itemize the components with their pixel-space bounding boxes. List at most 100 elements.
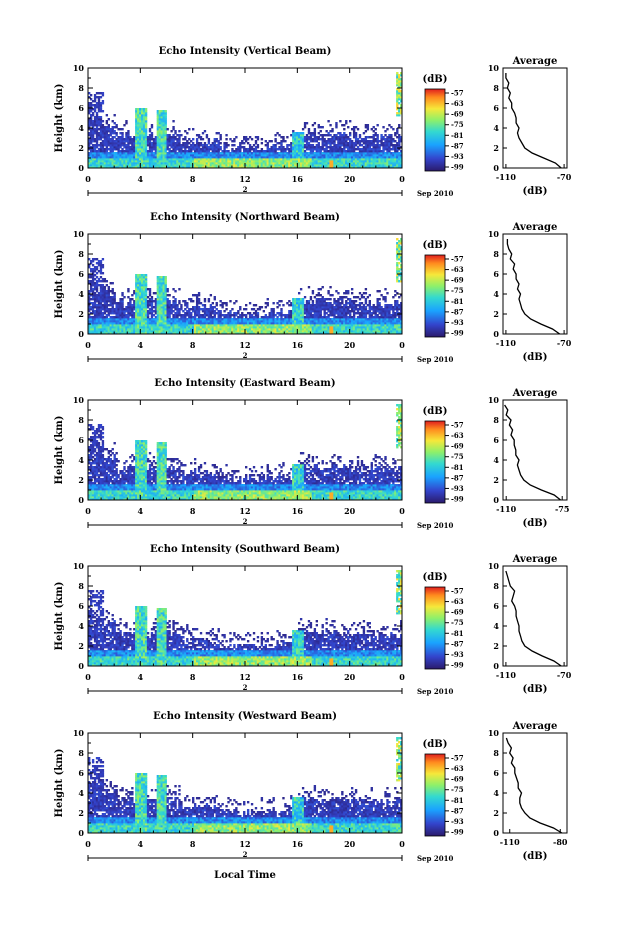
avg-y-tick-label: 4 xyxy=(493,621,499,631)
avg-y-tick-label: 0 xyxy=(493,495,499,505)
y-tick-label: 8 xyxy=(78,83,84,93)
date-label: Sep 2010 xyxy=(417,189,453,198)
colorbar-tick-label: -57 xyxy=(451,587,464,596)
colorbar-tick-label: -57 xyxy=(451,421,464,430)
avg-x-tick-label: -70 xyxy=(557,172,572,182)
average-frame xyxy=(502,565,568,667)
x-tick-label: 8 xyxy=(190,506,196,516)
avg-y-tick-label: 4 xyxy=(493,788,499,798)
avg-y-tick-label: 8 xyxy=(493,249,499,259)
colorbar-tick-label: -75 xyxy=(451,785,464,794)
avg-x-tick-label: -110 xyxy=(496,670,516,680)
colorbar-tick-label: -69 xyxy=(451,775,464,784)
average-frame xyxy=(502,67,568,169)
x-tick-label: 0 xyxy=(85,672,91,682)
average-title: Average xyxy=(512,388,558,399)
echo-field xyxy=(88,737,403,834)
date-label: Sep 2010 xyxy=(417,521,453,530)
panel-title: Echo Intensity (Westward Beam) xyxy=(153,711,337,722)
panel-3: Echo Intensity (Eastward Beam) 0 2 4 6 8 10 0 4 8… xyxy=(54,378,569,530)
y-tick-label: 4 xyxy=(78,621,84,631)
average-profile-line xyxy=(506,239,561,335)
avg-y-tick-label: 2 xyxy=(493,309,499,319)
y-tick-label: 10 xyxy=(73,728,85,738)
avg-x-tick-label: -80 xyxy=(553,837,568,847)
x-tick-label: 4 xyxy=(138,174,144,184)
average-title: Average xyxy=(512,721,558,732)
avg-y-tick-label: 2 xyxy=(493,143,499,153)
x-tick-label: 12 xyxy=(239,506,250,516)
y-tick-label: 10 xyxy=(73,229,85,239)
day-label: 2 xyxy=(243,683,248,692)
echo-field xyxy=(88,238,403,335)
avg-x-tick-label: -70 xyxy=(557,338,572,348)
colorbar-tick-label: -81 xyxy=(451,463,464,472)
avg-y-tick-label: 2 xyxy=(493,475,499,485)
x-tick-label: 12 xyxy=(239,340,250,350)
colorbar-tick-label: -75 xyxy=(451,452,464,461)
avg-y-tick-label: 10 xyxy=(488,728,500,738)
colorbar xyxy=(424,254,446,338)
avg-x-tick-label: -70 xyxy=(557,670,572,680)
y-tick-label: 10 xyxy=(73,561,85,571)
panel-title: Echo Intensity (Northward Beam) xyxy=(150,212,340,223)
day-label: 2 xyxy=(243,850,248,859)
colorbar-tick-label: -69 xyxy=(451,276,464,285)
y-axis-label: Height (km) xyxy=(54,416,65,485)
date-label: Sep 2010 xyxy=(417,854,453,863)
y-tick-label: 0 xyxy=(78,495,84,505)
avg-y-tick-label: 2 xyxy=(493,641,499,651)
x-tick-label: 20 xyxy=(344,506,356,516)
x-tick-label: 0 xyxy=(85,174,91,184)
x-tick-label: 0 xyxy=(85,839,91,849)
colorbar-tick-label: -99 xyxy=(451,163,464,172)
average-xlabel: (dB) xyxy=(523,851,548,862)
x-axis-label: Local Time xyxy=(214,870,276,881)
x-tick-label: 8 xyxy=(190,174,196,184)
avg-y-tick-label: 6 xyxy=(493,103,499,113)
colorbar-tick-label: -99 xyxy=(451,661,464,670)
y-tick-label: 6 xyxy=(78,435,84,445)
average-profile-line xyxy=(504,404,562,501)
colorbar-tick-label: -63 xyxy=(451,764,464,773)
y-tick-label: 6 xyxy=(78,768,84,778)
x-tick-label: 16 xyxy=(292,174,304,184)
x-tick-label: 16 xyxy=(292,839,304,849)
colorbar-tick-label: -87 xyxy=(451,806,464,815)
y-tick-label: 4 xyxy=(78,788,84,798)
avg-y-tick-label: 8 xyxy=(493,415,499,425)
avg-y-tick-label: 0 xyxy=(493,163,499,173)
panel-1: Echo Intensity (Vertical Beam) 0 2 4 6 8 10 0 4 8… xyxy=(54,46,572,198)
colorbar xyxy=(424,586,446,670)
colorbar-label: (dB) xyxy=(423,74,448,85)
x-tick-label: 20 xyxy=(344,839,356,849)
y-tick-label: 4 xyxy=(78,455,84,465)
avg-y-tick-label: 0 xyxy=(493,828,499,838)
avg-y-tick-label: 10 xyxy=(488,63,500,73)
colorbar-tick-label: -93 xyxy=(451,650,464,659)
colorbar-tick-label: -75 xyxy=(451,618,464,627)
x-tick-label: 4 xyxy=(138,672,144,682)
avg-y-tick-label: 6 xyxy=(493,768,499,778)
avg-y-tick-label: 0 xyxy=(493,329,499,339)
x-tick-label: 0 xyxy=(85,340,91,350)
colorbar-tick-label: -93 xyxy=(451,318,464,327)
average-xlabel: (dB) xyxy=(523,518,548,529)
y-axis-label: Height (km) xyxy=(54,749,65,818)
x-tick-label: 4 xyxy=(138,506,144,516)
y-tick-label: 2 xyxy=(78,808,84,818)
y-axis-label: Height (km) xyxy=(54,250,65,319)
echo-field xyxy=(88,570,403,667)
colorbar-tick-label: -81 xyxy=(451,131,464,140)
average-frame xyxy=(502,732,568,834)
avg-x-tick-label: -110 xyxy=(496,504,516,514)
colorbar-tick-label: -87 xyxy=(451,307,464,316)
panel-4: Echo Intensity (Southward Beam) 0 2 4 6 8 10 0 4… xyxy=(54,544,572,696)
date-label: Sep 2010 xyxy=(417,355,453,364)
colorbar-tick-label: -57 xyxy=(451,754,464,763)
x-tick-label: 16 xyxy=(292,340,304,350)
average-profile-line xyxy=(505,73,562,169)
panel-5: Echo Intensity (Westward Beam) 0 2 4 6 8 10 0 4 8… xyxy=(54,711,568,863)
y-tick-label: 8 xyxy=(78,748,84,758)
average-xlabel: (dB) xyxy=(523,186,548,197)
